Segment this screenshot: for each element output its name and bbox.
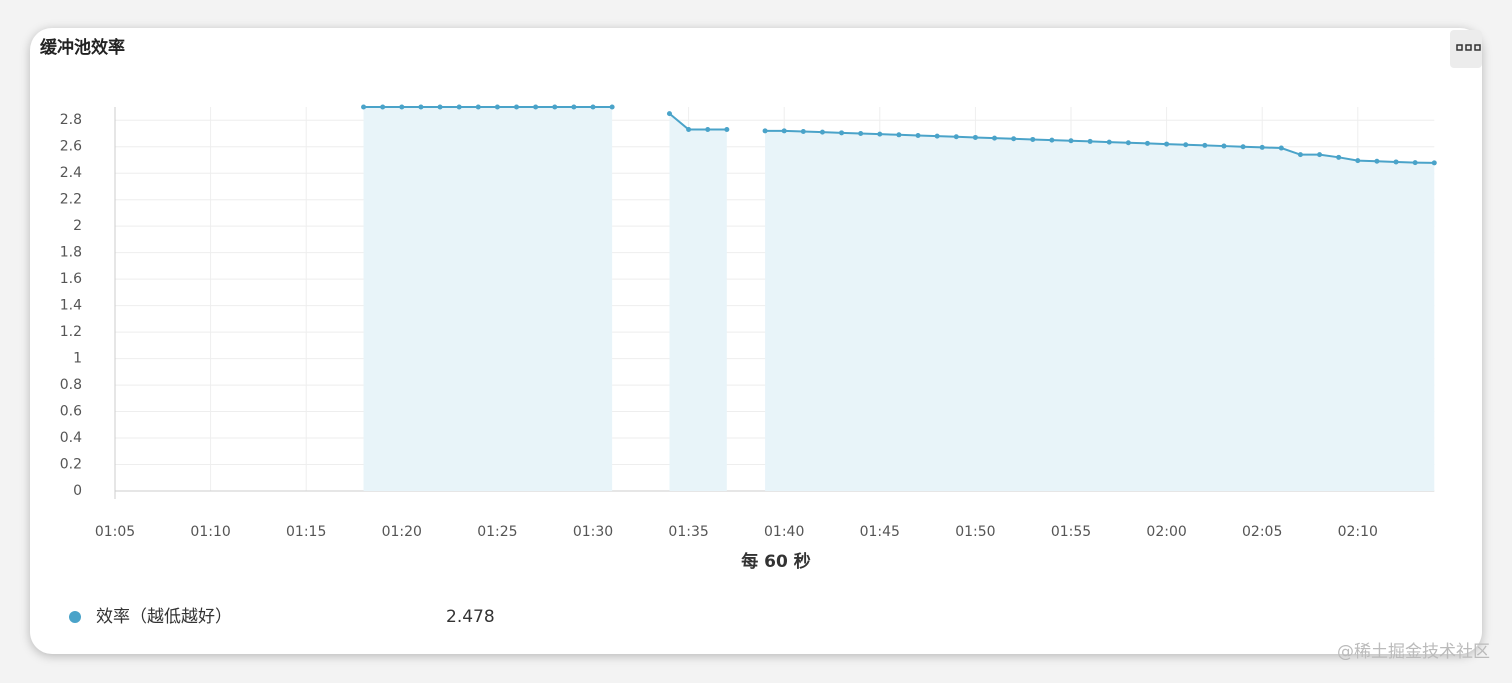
x-tick-label: 01:10 (190, 524, 230, 540)
point (1259, 144, 1265, 150)
point (877, 131, 883, 137)
point (1011, 136, 1017, 142)
point (1240, 144, 1246, 150)
point (858, 130, 864, 136)
point (1412, 160, 1418, 166)
y-tick-label: 2.2 (60, 192, 82, 208)
point (1221, 143, 1227, 149)
x-tick-label: 01:45 (860, 524, 900, 540)
y-tick-label: 2 (73, 218, 82, 234)
point (1030, 136, 1036, 142)
y-tick-label: 1.6 (60, 271, 82, 287)
point (666, 111, 672, 117)
point (1431, 160, 1437, 166)
point (1106, 139, 1112, 145)
point (992, 135, 998, 141)
point (609, 104, 615, 110)
point (953, 134, 959, 140)
point (1355, 158, 1361, 164)
point (1317, 152, 1323, 158)
x-tick-label: 01:40 (764, 524, 804, 540)
point (800, 128, 806, 134)
x-tick-label: 01:35 (668, 524, 708, 540)
menu-button[interactable] (1450, 30, 1482, 68)
point (1125, 140, 1131, 146)
y-tick-label: 0.8 (60, 377, 82, 393)
x-tick-label: 02:10 (1338, 524, 1378, 540)
point (781, 128, 787, 134)
x-tick-label: 01:20 (382, 524, 422, 540)
y-tick-label: 0 (73, 483, 82, 499)
point (819, 129, 825, 135)
point (1278, 145, 1284, 151)
y-tick-label: 2.6 (60, 139, 82, 155)
x-tick-label: 02:05 (1242, 524, 1282, 540)
point (1164, 141, 1170, 147)
y-tick-label: 1.2 (60, 324, 82, 340)
y-tick-label: 2.4 (60, 165, 82, 181)
point (1202, 142, 1208, 148)
point (1297, 152, 1303, 158)
y-tick-label: 2.8 (60, 112, 82, 128)
point (1183, 142, 1189, 148)
point (972, 134, 978, 140)
y-tick-label: 1.8 (60, 245, 82, 261)
point (896, 132, 902, 138)
y-tick-label: 0.6 (60, 404, 82, 420)
y-tick-label: 0.2 (60, 457, 82, 473)
x-tick-label: 02:00 (1146, 524, 1186, 540)
y-tick-label: 0.4 (60, 430, 82, 446)
point (1049, 137, 1055, 143)
point (418, 104, 424, 110)
point (915, 132, 921, 138)
point (514, 104, 520, 110)
menu-dot (1465, 44, 1472, 51)
x-tick-label: 01:30 (573, 524, 613, 540)
point (361, 104, 367, 110)
point (437, 104, 443, 110)
point (494, 104, 500, 110)
legend-marker (69, 611, 81, 623)
point (456, 104, 462, 110)
point (475, 104, 481, 110)
x-tick-label: 01:15 (286, 524, 326, 540)
point (839, 130, 845, 136)
x-tick-label: 01:50 (955, 524, 995, 540)
point (1068, 138, 1074, 144)
point (1144, 140, 1150, 146)
point (533, 104, 539, 110)
watermark: @稀土掘金技术社区 (1337, 642, 1490, 662)
point (934, 133, 940, 139)
point (380, 104, 386, 110)
point (1393, 159, 1399, 165)
legend-value: 2.478 (446, 607, 495, 627)
point (724, 127, 730, 133)
x-tick-label: 01:25 (477, 524, 517, 540)
menu-dot (1474, 44, 1481, 51)
point (1374, 158, 1380, 164)
legend-label[interactable]: 效率（越低越好） (96, 607, 232, 627)
point (552, 104, 558, 110)
point (590, 104, 596, 110)
point (1336, 154, 1342, 160)
point (686, 127, 692, 133)
point (1087, 138, 1093, 144)
area (363, 107, 1435, 491)
line (363, 106, 1435, 164)
point (399, 104, 405, 110)
point (762, 128, 768, 134)
y-tick-label: 1.4 (60, 298, 82, 314)
plot-area (114, 107, 1435, 499)
x-tick-label: 01:55 (1051, 524, 1091, 540)
menu-dot (1456, 44, 1463, 51)
x-tick-label: 01:05 (95, 524, 135, 540)
x-axis-label: 每 60 秒 (741, 551, 811, 572)
chart-title: 缓冲池效率 (40, 37, 125, 58)
y-tick-label: 1 (73, 351, 82, 367)
point (705, 127, 711, 133)
point (571, 104, 577, 110)
